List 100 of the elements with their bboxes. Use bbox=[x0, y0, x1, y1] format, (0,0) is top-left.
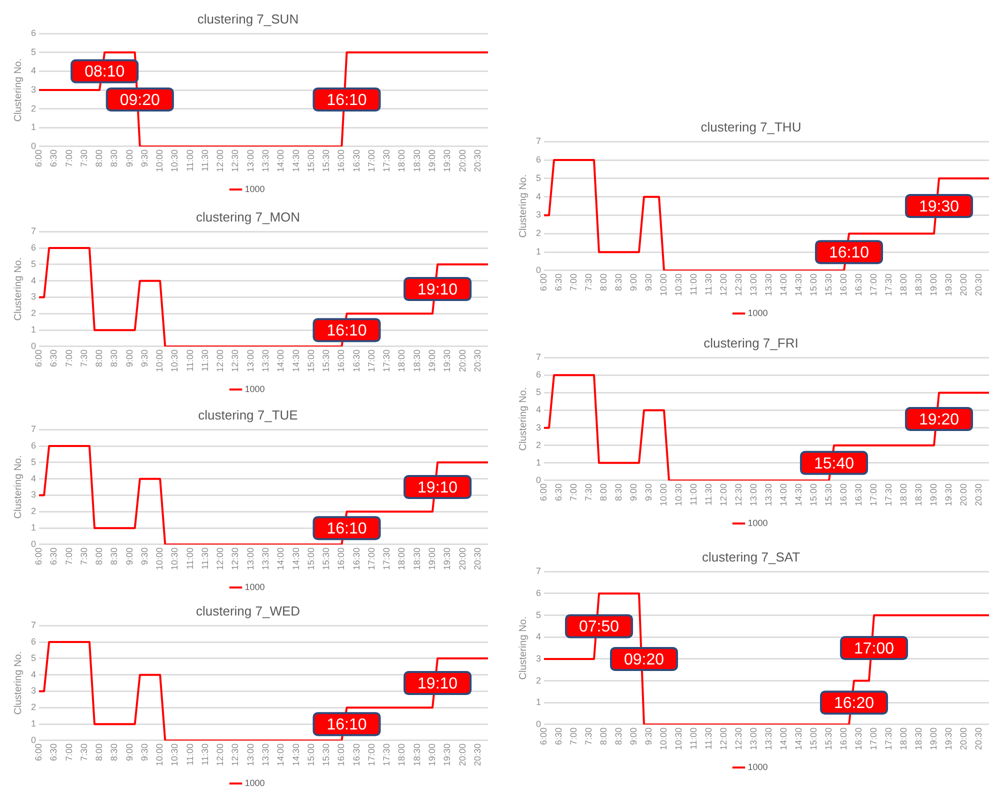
x-tick-label: 13:30 bbox=[763, 727, 774, 750]
chart-title: clustering 7_WED bbox=[196, 603, 300, 618]
x-tick-label: 6:00 bbox=[538, 273, 548, 292]
x-tick-label: 20:30 bbox=[472, 349, 482, 372]
y-tick-label: 6 bbox=[30, 440, 36, 450]
x-tick-label: 17:30 bbox=[382, 743, 392, 766]
x-tick-label: 14:00 bbox=[778, 727, 788, 750]
y-tick-label: 4 bbox=[30, 669, 36, 680]
x-tick-label: 17:00 bbox=[868, 273, 878, 296]
y-tick-label: 4 bbox=[536, 191, 542, 202]
y-tick-label: 3 bbox=[30, 490, 36, 500]
annotation: 19:10 bbox=[418, 281, 458, 298]
y-tick-label: 7 bbox=[536, 136, 542, 146]
x-tick-label: 15:30 bbox=[321, 349, 332, 372]
annotation: 16:10 bbox=[326, 92, 367, 109]
chart-title: clustering 7_SUN bbox=[197, 11, 299, 26]
x-tick-label: 6:30 bbox=[48, 547, 59, 566]
x-tick-label: 16:00 bbox=[838, 273, 848, 296]
x-tick-label: 14:00 bbox=[778, 273, 788, 296]
legend-label: 1000 bbox=[244, 582, 265, 592]
x-tick-label: 19:00 bbox=[928, 727, 938, 750]
x-tick-label: 8:30 bbox=[613, 273, 624, 292]
x-tick-label: 18:30 bbox=[913, 483, 924, 506]
x-tick-label: 15:30 bbox=[321, 743, 332, 766]
x-tick-label: 13:30 bbox=[260, 149, 271, 172]
x-tick-label: 9:00 bbox=[124, 349, 134, 368]
x-tick-label: 12:00 bbox=[215, 547, 226, 570]
x-tick-label: 15:30 bbox=[823, 273, 834, 296]
x-tick-label: 8:00 bbox=[598, 273, 608, 292]
x-tick-label: 19:30 bbox=[442, 547, 452, 570]
x-tick-label: 17:30 bbox=[883, 727, 894, 750]
x-tick-label: 11:30 bbox=[200, 743, 210, 766]
x-tick-label: 19:00 bbox=[426, 547, 437, 570]
x-tick-label: 10:30 bbox=[673, 273, 684, 296]
x-tick-label: 14:00 bbox=[276, 743, 286, 766]
x-tick-label: 10:30 bbox=[170, 149, 180, 172]
x-tick-label: 9:00 bbox=[628, 273, 638, 292]
x-tick-label: 10:30 bbox=[673, 727, 684, 750]
x-tick-label: 9:30 bbox=[139, 743, 150, 762]
x-tick-label: 8:30 bbox=[109, 547, 120, 566]
x-tick-label: 13:30 bbox=[260, 349, 271, 372]
x-tick-label: 7:00 bbox=[64, 547, 74, 566]
x-tick-label: 14:30 bbox=[290, 547, 301, 570]
x-tick-label: 6:30 bbox=[48, 149, 59, 168]
x-tick-label: 17:30 bbox=[382, 149, 392, 172]
y-tick-label: 6 bbox=[536, 370, 542, 380]
x-tick-label: 20:30 bbox=[472, 149, 482, 172]
x-tick-label: 10:00 bbox=[658, 727, 668, 750]
x-tick-label: 16:30 bbox=[853, 483, 864, 506]
x-tick-label: 11:00 bbox=[184, 547, 195, 570]
x-tick-label: 14:00 bbox=[778, 483, 788, 506]
x-tick-label: 18:00 bbox=[898, 273, 908, 296]
x-tick-label: 18:30 bbox=[913, 273, 924, 296]
y-axis-title: Clustering No. bbox=[518, 387, 529, 451]
x-tick-label: 18:00 bbox=[898, 727, 908, 750]
x-tick-label: 13:30 bbox=[260, 547, 271, 570]
x-tick-label: 11:00 bbox=[184, 743, 195, 766]
x-tick-label: 17:30 bbox=[382, 349, 392, 372]
x-tick-label: 8:00 bbox=[94, 149, 104, 168]
x-tick-label: 16:30 bbox=[853, 727, 864, 750]
x-tick-label: 17:30 bbox=[382, 547, 392, 570]
y-tick-label: 3 bbox=[30, 686, 36, 696]
x-tick-label: 10:00 bbox=[154, 743, 165, 766]
x-tick-label: 7:00 bbox=[64, 149, 74, 168]
x-tick-label: 6:30 bbox=[48, 743, 59, 762]
x-tick-label: 20:30 bbox=[472, 743, 482, 766]
x-tick-label: 9:30 bbox=[643, 273, 654, 292]
x-tick-label: 11:30 bbox=[200, 149, 210, 172]
y-tick-label: 0 bbox=[536, 264, 542, 275]
y-tick-label: 5 bbox=[536, 387, 542, 398]
x-tick-label: 11:30 bbox=[703, 727, 714, 750]
x-tick-label: 13:00 bbox=[245, 547, 256, 570]
y-tick-label: 1 bbox=[30, 522, 36, 533]
x-tick-label: 10:00 bbox=[154, 547, 165, 570]
x-tick-label: 7:00 bbox=[64, 349, 74, 368]
x-tick-label: 11:00 bbox=[184, 149, 195, 172]
x-tick-label: 18:30 bbox=[412, 149, 422, 172]
x-tick-label: 15:00 bbox=[306, 349, 316, 372]
x-tick-label: 15:00 bbox=[306, 547, 316, 570]
x-tick-label: 16:00 bbox=[336, 547, 346, 570]
y-tick-label: 0 bbox=[536, 718, 542, 729]
x-tick-label: 6:00 bbox=[33, 547, 44, 566]
y-tick-label: 2 bbox=[536, 228, 542, 238]
x-tick-label: 6:30 bbox=[48, 349, 59, 368]
x-tick-label: 10:00 bbox=[154, 349, 165, 372]
x-tick-label: 16:30 bbox=[351, 149, 362, 172]
x-tick-label: 9:30 bbox=[139, 349, 150, 368]
x-tick-label: 7:30 bbox=[583, 273, 594, 292]
x-tick-label: 9:30 bbox=[643, 727, 654, 746]
legend-label: 1000 bbox=[244, 384, 265, 394]
y-tick-label: 0 bbox=[30, 140, 36, 151]
x-tick-label: 10:00 bbox=[154, 149, 165, 172]
x-tick-label: 17:00 bbox=[868, 727, 878, 750]
x-tick-label: 15:30 bbox=[823, 483, 834, 506]
x-tick-label: 12:00 bbox=[718, 483, 728, 506]
y-tick-label: 4 bbox=[30, 66, 36, 76]
x-tick-label: 20:00 bbox=[958, 273, 968, 296]
x-tick-label: 10:30 bbox=[170, 547, 180, 570]
x-tick-label: 16:30 bbox=[853, 273, 864, 296]
x-tick-label: 17:00 bbox=[868, 483, 878, 506]
